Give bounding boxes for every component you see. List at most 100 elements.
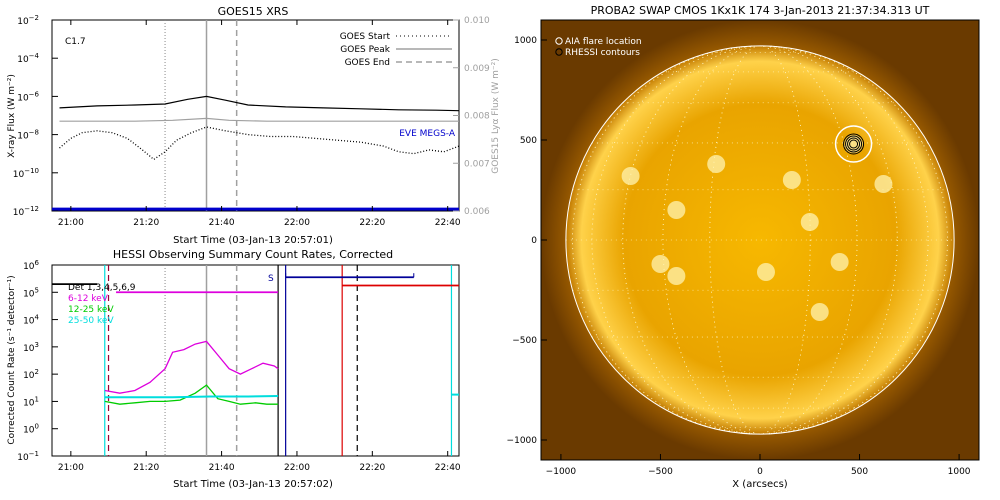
goes-x-tick-label-3: 22:00 [284, 218, 310, 228]
active-region-9 [707, 155, 726, 173]
swap-panel: PROBA2 SWAP CMOS 1Kx1K 174 3-Jan-2013 21… [507, 4, 980, 490]
goes-legend-peak: GOES Peak [340, 45, 390, 55]
hessi-title: HESSI Observing Summary Count Rates, Cor… [113, 248, 393, 261]
goes-y2-tick-label-0: 0.006 [464, 207, 490, 217]
hessi-plot-frame [51, 264, 460, 457]
swap-x-tick-label-3: 500 [851, 467, 868, 477]
hessi-xlabel: Start Time (03-Jan-13 20:57:02) [173, 479, 333, 490]
hessi-y-tick-label-1: 100 [23, 423, 39, 436]
goes-series-short [59, 126, 460, 161]
rhessi-contour-2 [847, 137, 861, 151]
rhessi-contour-0 [843, 133, 865, 155]
hessi-y-tick-label-3: 102 [23, 368, 39, 381]
hessi-x-tick-label-1: 21:20 [133, 463, 159, 473]
hessi-saa-label: S [268, 274, 274, 284]
swap-y-tick-label-0: −1000 [507, 436, 538, 446]
heliographic-grid [565, 45, 955, 435]
hessi-marks [52, 265, 459, 456]
rhessi-contour-3 [849, 139, 859, 149]
grid-lon-15 [709, 45, 811, 435]
goes-x-tick-label-0: 21:00 [58, 218, 84, 228]
solar-disk [565, 45, 955, 435]
goes-x-tick-label-4: 22:20 [359, 218, 385, 228]
swap-y-tick-label-1: −500 [512, 336, 537, 346]
swap-x-tick-label-1: −500 [648, 467, 673, 477]
goes-x-tick-label-1: 21:20 [133, 218, 159, 228]
swap-y-tick-label-2: 0 [531, 236, 537, 246]
active-region-4 [800, 213, 819, 231]
goes-class-label: C1.7 [65, 37, 86, 47]
goes-y-tick-label-1: 10−10 [13, 167, 39, 180]
goes-y2-tick-label-3: 0.009 [464, 64, 490, 74]
goes-ylabel-right: GOES15 Lyα Flux (W m⁻²) [491, 58, 501, 174]
hessi-ylabel: Corrected Count Rate (s⁻¹ detector⁻¹) [7, 275, 17, 444]
goes-y-ticks: 10−12 10−10 10−8 10−6 10−4 10−2 [13, 14, 58, 218]
flare-marker [834, 125, 873, 163]
swap-y-ticks: −1000 −500 0 500 1000 [507, 36, 547, 446]
goes-y-tick-label-2: 10−8 [17, 129, 39, 142]
grid-lon-60 [591, 45, 929, 435]
hessi-series-1 [104, 384, 279, 405]
hessi-x-ticks: 21:00 21:20 21:40 22:00 22:20 22:40 [58, 451, 461, 473]
goes-y-tick-label-3: 10−6 [17, 90, 39, 103]
hessi-x-tick-label-3: 22:00 [284, 463, 310, 473]
swap-legend-rhessi-symbol [555, 48, 563, 56]
goes-x-tick-label-5: 22:40 [435, 218, 461, 228]
goes-legend: GOES Start GOES Peak GOES End [340, 32, 452, 68]
active-region-8 [782, 171, 801, 189]
hessi-x-tick-label-4: 22:20 [359, 463, 385, 473]
hessi-y-tick-label-7: 106 [23, 259, 39, 272]
aia-flare-location-circle [834, 125, 873, 163]
grid-lon-75 [572, 45, 948, 435]
hessi-y-tick-label-6: 105 [23, 286, 39, 299]
hessi-series-0 [104, 340, 279, 394]
swap-x-tick-label-4: 1000 [948, 467, 971, 477]
goes-ylabel: X-ray Flux (W m⁻²) [7, 74, 17, 158]
goes-series-lya [59, 117, 459, 122]
hessi-legend-det: Det 1,3,4,5,6,9 [68, 283, 136, 293]
swap-y-tick-label-4: 1000 [514, 36, 537, 46]
hessi-panel: HESSI Observing Summary Count Rates, Cor… [7, 248, 461, 490]
goes-x-ticks: 21:00 21:20 21:40 22:00 22:20 22:40 [58, 20, 461, 228]
swap-x-tick-label-0: −1000 [546, 467, 577, 477]
goes-legend-end: GOES End [345, 58, 390, 68]
rhessi-contour-1 [845, 135, 863, 153]
goes-legend-start: GOES Start [340, 32, 391, 42]
goes-title: GOES15 XRS [218, 5, 289, 18]
goes-eve-label: EVE MEGS-A [399, 129, 456, 139]
hessi-legend-12-25: 12-25 keV [68, 305, 114, 315]
hessi-y-ticks: 10−1 100 101 102 103 104 105 106 [17, 259, 58, 463]
active-region-6 [874, 175, 893, 193]
hessi-y-tick-label-4: 103 [23, 341, 39, 354]
swap-legend-aia-symbol [555, 37, 563, 45]
goes-y-tick-label-4: 10−4 [17, 52, 39, 65]
active-region-5 [651, 255, 670, 273]
swap-legend-aia: AIA flare location [565, 37, 642, 47]
goes-y2-tick-label-4: 0.010 [464, 16, 490, 26]
hessi-legend-25-50: 25-50 keV [68, 316, 114, 326]
goes-series-long [59, 95, 460, 112]
hessi-y-tick-label-2: 101 [23, 395, 39, 408]
swap-title: PROBA2 SWAP CMOS 1Kx1K 174 3-Jan-2013 21… [591, 4, 930, 17]
active-region-2 [667, 267, 686, 285]
hessi-x-tick-label-2: 21:40 [209, 463, 235, 473]
goes-y2-tick-label-1: 0.007 [464, 159, 490, 169]
goes-marks [52, 20, 460, 211]
active-region-10 [621, 167, 640, 185]
hessi-series-2 [104, 395, 279, 399]
goes-y2-tick-label-2: 0.008 [464, 112, 490, 122]
hessi-x-tick-label-5: 22:40 [435, 463, 461, 473]
grid-lon-30 [662, 45, 858, 435]
hessi-y-tick-label-5: 104 [23, 314, 39, 327]
goes-y2-ticks: 0.006 0.007 0.008 0.009 0.010 [453, 16, 490, 217]
goes-panel: GOES15 XRS 21:00 21:20 21:40 22:00 22:20 22:4… [7, 5, 501, 246]
swap-legend: AIA flare location RHESSI contours [555, 37, 642, 58]
solar-limb [565, 45, 955, 435]
goes-y-tick-label-0: 10−12 [13, 205, 39, 218]
hessi-x-tick-label-0: 21:00 [58, 463, 84, 473]
hessi-legend-6-12: 6-12 keV [68, 294, 109, 304]
active-region-7 [830, 253, 849, 271]
hessi-legend: Det 1,3,4,5,6,9 6-12 keV 12-25 keV 25-50… [68, 283, 136, 326]
swap-x-tick-label-2: 0 [757, 467, 763, 477]
